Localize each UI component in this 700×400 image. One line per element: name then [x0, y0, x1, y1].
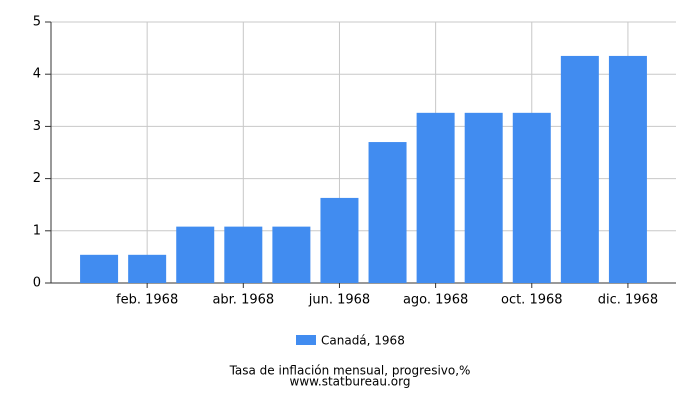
x-tick-label: feb. 1968 [116, 293, 178, 308]
legend-label: Canadá, 1968 [321, 334, 405, 348]
bar [224, 226, 263, 283]
bar [560, 55, 599, 284]
y-tick-label: 0 [33, 276, 41, 291]
x-tick-label: abr. 1968 [212, 293, 274, 308]
chart-source: www.statbureau.org [290, 375, 411, 389]
x-tick-label: oct. 1968 [501, 293, 563, 308]
x-tick-label: dic. 1968 [598, 293, 658, 308]
bar [80, 254, 119, 283]
y-tick-label: 1 [33, 223, 41, 238]
bar [128, 254, 167, 283]
bar [464, 112, 503, 283]
legend-swatch [296, 335, 316, 345]
x-tick-label: jun. 1968 [308, 293, 370, 308]
bar [176, 226, 215, 283]
bar [272, 226, 311, 283]
y-tick-label: 2 [33, 171, 41, 186]
chart-title: Tasa de inflación mensual, progresivo,% [229, 364, 471, 378]
y-tick-label: 5 [33, 15, 41, 30]
bar [368, 142, 407, 283]
x-tick-label: ago. 1968 [403, 293, 468, 308]
y-tick-label: 4 [33, 67, 41, 82]
bar [512, 112, 551, 283]
bar [320, 197, 359, 283]
bar [608, 55, 647, 284]
y-tick-label: 3 [33, 119, 41, 134]
bar [416, 112, 455, 283]
